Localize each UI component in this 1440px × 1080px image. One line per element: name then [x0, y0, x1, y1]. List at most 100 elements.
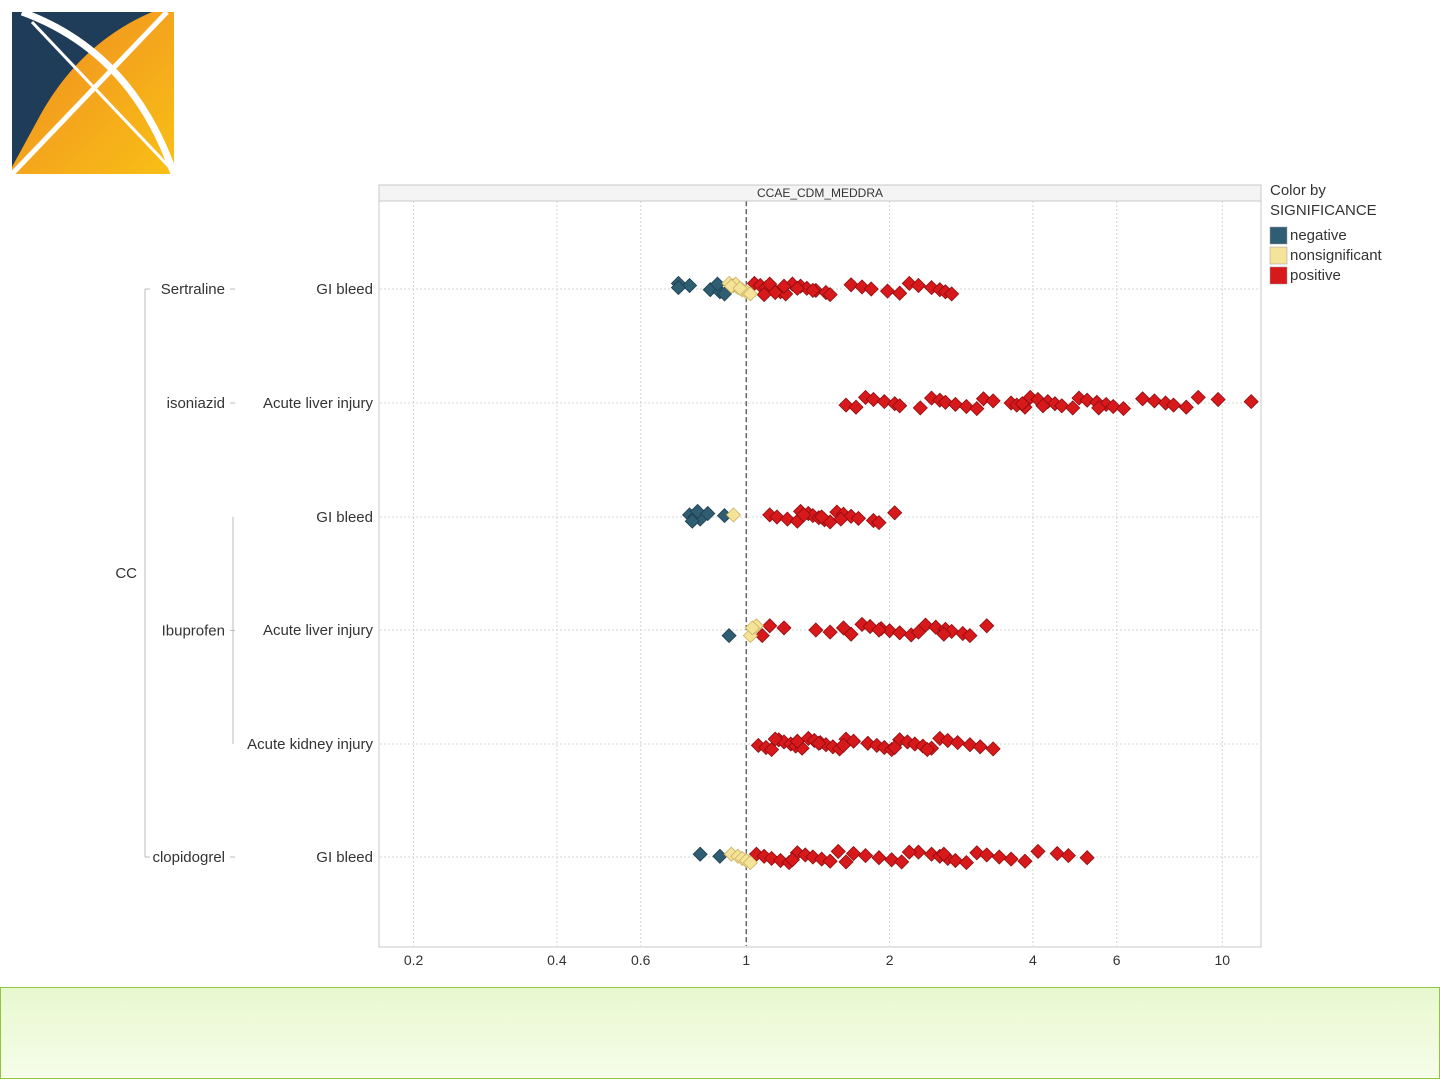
point-nonsignificant	[732, 280, 748, 296]
legend-swatch-negative	[1269, 226, 1288, 245]
point-positive	[985, 741, 1001, 757]
point-positive	[901, 844, 917, 860]
point-positive	[833, 511, 849, 527]
point-positive	[776, 620, 792, 636]
point-positive	[835, 620, 852, 636]
row-labels: GI bleed Acute liver injury GI bleed Acute …	[115, 281, 373, 866]
point-negative	[712, 848, 728, 864]
panel-header-bg	[378, 184, 1262, 202]
point-positive	[947, 852, 963, 869]
point-positive	[1091, 400, 1107, 416]
point-positive	[892, 625, 908, 641]
point-positive	[991, 849, 1007, 865]
outcome-label: Acute liver injury	[263, 395, 374, 412]
point-positive	[901, 275, 917, 291]
point-positive	[944, 286, 960, 302]
point-negative	[721, 628, 737, 644]
point-positive	[796, 507, 812, 523]
point-positive	[892, 285, 908, 301]
point-positive	[937, 394, 953, 410]
point-positive	[1071, 390, 1087, 406]
point-positive	[879, 283, 896, 299]
point-positive	[779, 511, 795, 527]
point-positive	[811, 735, 827, 751]
point-positive	[958, 855, 974, 871]
point-positive	[1030, 843, 1046, 859]
point-positive	[784, 852, 801, 868]
point-positive	[860, 735, 876, 751]
point-positive	[887, 505, 903, 521]
point-positive	[887, 739, 903, 756]
point-positive	[969, 401, 985, 417]
point-positive	[848, 399, 864, 415]
panel-header-label: CCAE_CDM_MEDDRA	[757, 186, 883, 200]
point-positive	[928, 619, 944, 635]
point-positive	[822, 624, 838, 640]
point-negative	[692, 846, 708, 862]
point-positive	[985, 393, 1001, 409]
x-tick-label: 0.4	[547, 952, 567, 968]
point-positive	[822, 287, 838, 303]
point-positive	[1065, 400, 1081, 416]
point-negative	[684, 513, 700, 529]
point-positive	[814, 851, 830, 867]
legend-label-nonsignificant: nonsignificant	[1290, 247, 1383, 264]
x-tick-label: 0.6	[631, 952, 651, 968]
point-positive	[789, 733, 805, 749]
point-positive	[845, 733, 862, 749]
point-positive	[838, 397, 854, 413]
point-positive	[843, 277, 859, 293]
point-positive	[762, 618, 778, 634]
point-positive	[845, 845, 862, 862]
point-nonsignificant	[742, 286, 758, 302]
point-positive	[835, 737, 852, 753]
point-positive	[871, 850, 887, 866]
data-points	[670, 275, 1259, 871]
point-positive	[754, 628, 770, 644]
footer-band	[0, 987, 1440, 1079]
point-positive	[838, 854, 854, 870]
point-positive	[814, 509, 830, 525]
point-nonsignificant	[744, 620, 760, 636]
point-negative	[700, 505, 716, 522]
point-positive	[923, 846, 940, 862]
legend-label-negative: negative	[1290, 227, 1347, 244]
point-positive	[1243, 394, 1259, 410]
point-positive	[894, 854, 910, 870]
point-positive	[1003, 851, 1019, 867]
point-positive	[1079, 850, 1095, 866]
point-positive	[876, 394, 892, 410]
legend-title-line1: Color by	[1270, 182, 1326, 199]
point-positive	[865, 391, 882, 408]
point-positive	[871, 622, 887, 638]
point-positive	[972, 739, 988, 755]
point-positive	[767, 731, 783, 747]
point-positive	[950, 735, 966, 751]
x-axis-ticks: 0.2 0.4 0.6 1 2 4 6 10	[404, 952, 1230, 968]
point-positive	[962, 628, 978, 644]
drug-label: Sertraline	[161, 281, 225, 298]
point-negative	[690, 503, 706, 519]
point-positive	[936, 626, 952, 642]
outcome-label: Acute kidney injury	[247, 736, 373, 753]
point-positive	[912, 400, 928, 416]
point-positive	[892, 398, 908, 414]
point-positive	[1049, 845, 1065, 862]
x-tick-label: 0.2	[404, 952, 424, 968]
point-positive	[822, 853, 838, 869]
x-tick-label: 2	[886, 952, 894, 968]
x-tick-label: 4	[1029, 952, 1037, 968]
outcome-label: GI bleed	[316, 281, 373, 298]
point-positive	[936, 846, 952, 862]
point-positive	[1210, 391, 1226, 408]
drug-label: Ibuprofen	[162, 623, 225, 640]
point-positive	[1060, 848, 1076, 864]
point-positive	[1014, 396, 1030, 412]
root-label: CC	[115, 565, 137, 582]
legend-items: negative nonsignificant positive	[1269, 226, 1383, 285]
point-negative	[682, 277, 698, 294]
point-positive	[979, 847, 995, 863]
x-tick-label: 6	[1113, 952, 1121, 968]
plot-panel-border	[378, 184, 1262, 948]
point-positive	[769, 509, 785, 525]
